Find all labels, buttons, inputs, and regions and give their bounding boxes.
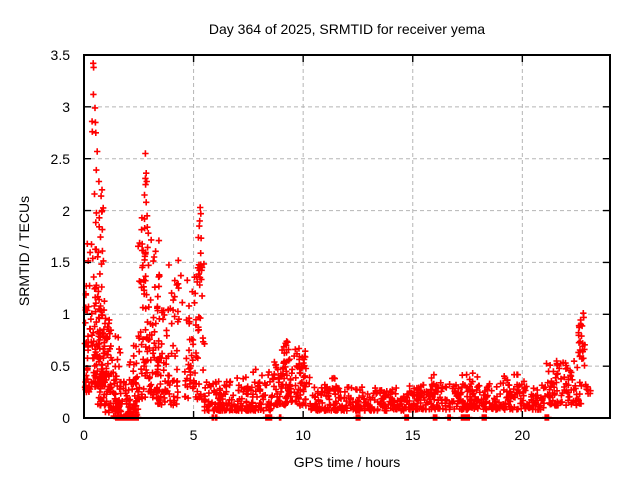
y-tick-label: 0	[62, 410, 70, 426]
x-tick-label: 5	[189, 427, 198, 443]
y-tick-label: 3.5	[50, 47, 70, 63]
y-tick-label: 1.5	[50, 254, 70, 271]
y-tick-label: 2.5	[50, 150, 70, 167]
grid-lines	[84, 55, 610, 418]
x-tick-label: 15	[404, 427, 421, 443]
axis-ticks	[83, 54, 610, 419]
x-tick-label: 20	[514, 427, 531, 443]
y-tick-label: 2	[62, 202, 70, 219]
y-tick-label: 0.5	[50, 358, 70, 375]
chart-title: Day 364 of 2025, SRMTID for receiver yem…	[208, 21, 486, 37]
x-tick-label: 10	[295, 427, 311, 443]
x-tick-label: 0	[80, 427, 88, 443]
plot-border	[83, 54, 611, 419]
y-tick-label: 3	[62, 98, 70, 115]
scatter-points	[81, 60, 594, 421]
x-axis-label: GPS time / hours	[293, 454, 401, 470]
y-tick-label: 1	[62, 306, 70, 323]
